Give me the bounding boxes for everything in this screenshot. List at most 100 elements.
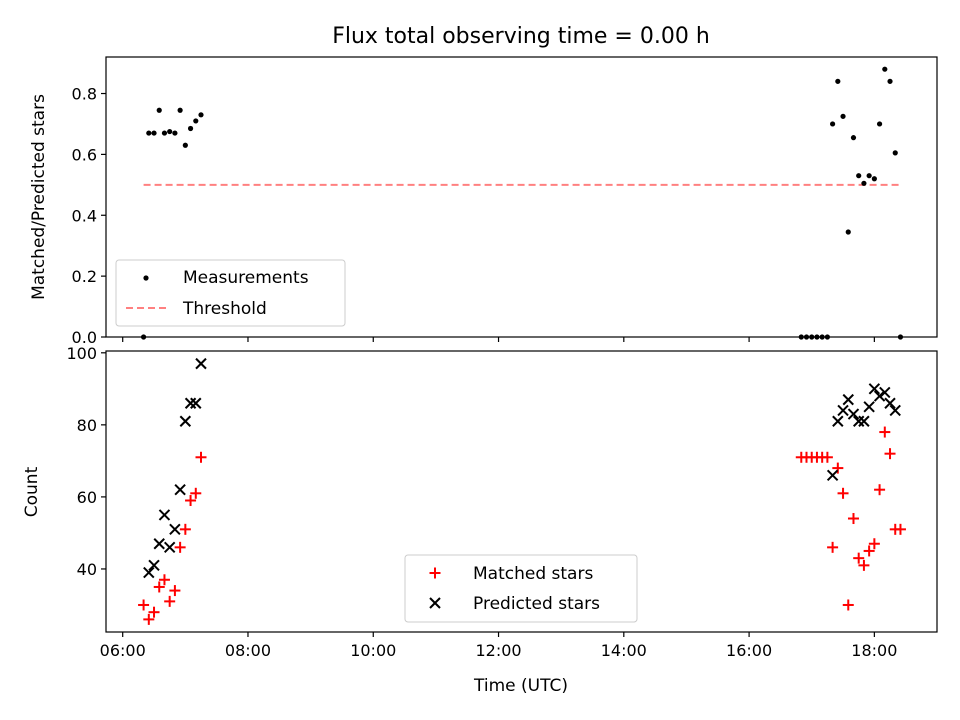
predicted-star-point bbox=[174, 483, 186, 496]
matched-star-point bbox=[143, 613, 155, 625]
measurement-point bbox=[182, 142, 188, 148]
matched-star-point bbox=[894, 523, 906, 535]
measurement-point bbox=[861, 180, 867, 186]
matched-star-point bbox=[158, 574, 170, 586]
x-stroke bbox=[868, 383, 881, 395]
matched-star-point bbox=[138, 599, 150, 611]
x-axis-label: Time (UTC) bbox=[473, 676, 568, 696]
matched-star-point bbox=[879, 426, 891, 438]
x-tick-label: 12:00 bbox=[475, 641, 521, 660]
predicted-star-point bbox=[148, 559, 160, 572]
x-stroke bbox=[158, 509, 171, 521]
predicted-star-point bbox=[832, 415, 844, 427]
predicted-star-point bbox=[169, 523, 181, 536]
x-tick-label: 16:00 bbox=[726, 641, 772, 660]
x-stroke bbox=[148, 559, 160, 572]
x-tick-label: 10:00 bbox=[350, 641, 396, 660]
measurement-point bbox=[892, 150, 898, 156]
matched-star-point bbox=[153, 581, 165, 593]
x-stroke bbox=[826, 469, 839, 481]
matched-star-point bbox=[842, 599, 854, 611]
measurement-point bbox=[167, 128, 173, 135]
legend-predicted-label: Predicted stars bbox=[473, 594, 600, 614]
measurement-point bbox=[193, 118, 199, 124]
matched-star-point bbox=[169, 585, 181, 597]
x-stroke bbox=[852, 415, 865, 427]
x-stroke bbox=[873, 390, 886, 402]
top-plot-frame bbox=[105, 56, 938, 338]
x-stroke bbox=[842, 393, 854, 406]
matched-star-point bbox=[185, 495, 197, 507]
predicted-star-point bbox=[879, 386, 891, 399]
measurement-point bbox=[198, 112, 204, 118]
predicted-star-point bbox=[863, 401, 875, 413]
x-tick-label: 06:00 bbox=[100, 641, 146, 660]
legend-predicted-marker bbox=[429, 597, 441, 609]
matched-star-point bbox=[821, 451, 833, 463]
predicted-star-point bbox=[852, 415, 865, 427]
predicted-star-point bbox=[158, 509, 171, 521]
predicted-star-point bbox=[826, 469, 839, 481]
top-y-tick-label: 0.2 bbox=[72, 267, 97, 286]
matched-star-point bbox=[179, 523, 191, 535]
predicted-star-point bbox=[858, 415, 870, 427]
legend-matched-label: Matched stars bbox=[473, 564, 593, 584]
matched-star-point bbox=[148, 606, 160, 618]
top-y-axis-label: Matched/Predicted stars bbox=[29, 94, 49, 300]
predicted-star-point bbox=[842, 393, 854, 406]
measurement-point bbox=[187, 125, 194, 132]
predicted-star-point bbox=[837, 404, 849, 417]
x-stroke bbox=[169, 523, 181, 536]
top-legend-box bbox=[115, 259, 346, 327]
measurement-point bbox=[835, 78, 841, 84]
top-y-tick-label: 0.8 bbox=[72, 85, 97, 104]
x-stroke bbox=[889, 404, 901, 417]
bottom-y-tick-label: 40 bbox=[77, 560, 97, 579]
predicted-star-point bbox=[847, 408, 860, 420]
x-stroke bbox=[190, 397, 202, 409]
measurement-point bbox=[882, 66, 888, 72]
measurement-point bbox=[850, 135, 857, 141]
top-y-tick-label: 0.4 bbox=[72, 206, 97, 225]
matched-star-point bbox=[874, 484, 886, 496]
measurement-point bbox=[887, 78, 893, 84]
predicted-star-point bbox=[195, 357, 207, 370]
top-y-tick-label: 0.6 bbox=[72, 145, 97, 164]
x-stroke bbox=[832, 415, 844, 427]
bottom-y-tick-label: 100 bbox=[66, 344, 97, 363]
x-stroke bbox=[858, 415, 870, 427]
x-stroke bbox=[184, 397, 197, 409]
matched-star-point bbox=[174, 541, 186, 553]
matched-star-point bbox=[832, 462, 844, 474]
bottom-y-axis-label: Count bbox=[22, 466, 42, 517]
matched-star-point bbox=[827, 541, 839, 553]
measurement-point bbox=[156, 107, 162, 113]
x-stroke bbox=[195, 357, 207, 370]
matched-star-point bbox=[853, 552, 865, 564]
matched-star-point bbox=[837, 487, 849, 499]
measurement-point bbox=[151, 130, 157, 136]
predicted-star-point bbox=[889, 404, 901, 417]
predicted-star-point bbox=[179, 415, 192, 427]
x-tick-label: 08:00 bbox=[225, 641, 271, 660]
x-stroke bbox=[153, 538, 165, 550]
x-stroke bbox=[143, 566, 155, 579]
chart-title: Flux total observing time = 0.00 h bbox=[332, 24, 710, 49]
matched-star-point bbox=[164, 595, 176, 607]
top-plot: 0.00.20.40.60.8 Matched/Predicted stars … bbox=[29, 56, 938, 347]
x-stroke bbox=[174, 483, 186, 496]
measurement-point bbox=[161, 130, 168, 136]
x-tick-label: 14:00 bbox=[601, 641, 647, 660]
matched-star-point bbox=[858, 559, 870, 571]
x-stroke bbox=[837, 404, 849, 417]
bottom-plot-frame bbox=[105, 350, 938, 633]
predicted-star-point bbox=[163, 541, 176, 554]
matched-star-point bbox=[884, 448, 896, 460]
matched-star-point bbox=[190, 487, 202, 499]
predicted-star-point bbox=[190, 397, 202, 409]
x-stroke bbox=[884, 397, 896, 409]
predicted-star-point bbox=[143, 566, 155, 579]
x-stroke bbox=[863, 401, 875, 413]
matched-star-point bbox=[863, 545, 875, 557]
